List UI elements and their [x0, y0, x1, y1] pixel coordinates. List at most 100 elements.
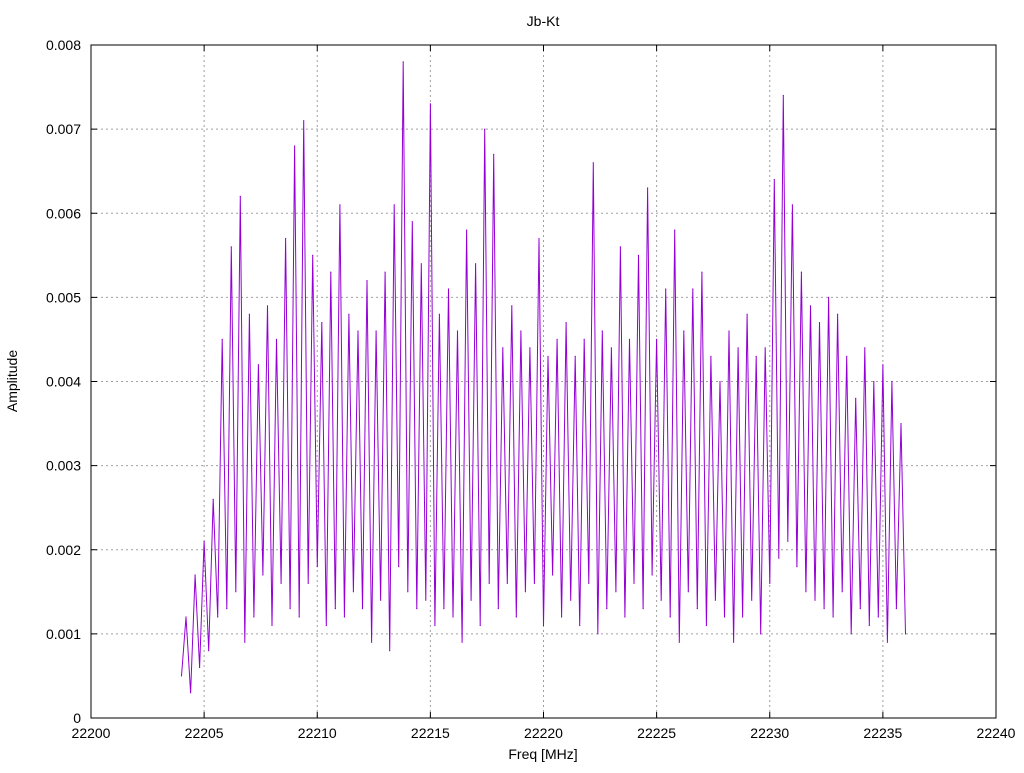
data-point: [787, 540, 789, 542]
data-point: [244, 641, 246, 643]
chart-title: Jb-Kt: [527, 13, 560, 29]
data-point: [642, 608, 644, 610]
data-point: [592, 162, 594, 164]
data-point: [828, 296, 830, 298]
data-point: [637, 254, 640, 256]
data-point: [583, 338, 585, 340]
x-tick-label: 22230: [750, 725, 789, 741]
data-point: [185, 616, 187, 618]
data-point: [452, 616, 454, 618]
data-point: [538, 237, 540, 240]
data-point: [565, 322, 567, 324]
data-point: [321, 322, 323, 324]
data-point: [493, 153, 495, 155]
data-point: [832, 616, 834, 618]
data-point: [298, 616, 300, 618]
data-point: [416, 608, 418, 610]
data-point: [904, 633, 907, 635]
data-point: [466, 229, 468, 231]
data-point: [380, 599, 382, 601]
data-point: [891, 380, 893, 383]
data-point: [900, 423, 902, 425]
data-point: [886, 641, 889, 643]
data-point: [456, 330, 459, 332]
data-point: [773, 179, 775, 181]
y-tick-labels: 0 0.001 0.002 0.003 0.004 0.005 0.006 0.007 0.00…: [46, 37, 81, 726]
data-point: [443, 608, 445, 610]
data-point: [651, 574, 653, 576]
data-point: [239, 195, 241, 197]
data-point: [411, 221, 413, 223]
data-point: [714, 599, 717, 601]
data-point: [407, 591, 409, 593]
data-point: [846, 355, 848, 357]
data-point: [257, 364, 259, 366]
data-point: [357, 330, 359, 332]
data-point: [203, 540, 205, 542]
data-point: [398, 566, 400, 568]
data-point: [226, 608, 228, 610]
data-point: [425, 599, 427, 601]
data-point: [348, 313, 350, 315]
data-point: [805, 591, 807, 593]
data-point: [723, 616, 726, 618]
data-point: [294, 145, 296, 147]
data-point: [275, 338, 278, 340]
data-point: [366, 280, 368, 282]
data-point: [864, 347, 866, 349]
data-point: [823, 608, 825, 610]
data-point: [447, 288, 450, 290]
data-point: [683, 330, 685, 332]
data-point: [221, 338, 223, 340]
data-point: [438, 313, 440, 315]
x-tick-label: 22215: [411, 725, 450, 741]
data-point: [316, 566, 318, 568]
y-tick-label: 0: [73, 710, 81, 726]
data-point: [855, 397, 857, 399]
data-point: [529, 347, 531, 349]
data-point: [334, 608, 336, 610]
data-point: [547, 355, 549, 357]
data-point: [429, 103, 431, 105]
data-point: [742, 616, 744, 618]
data-point: [271, 624, 273, 627]
data-point: [574, 355, 576, 357]
series-layer: [180, 61, 907, 694]
data-point: [841, 591, 843, 593]
data-point: [588, 582, 590, 585]
data-point: [371, 641, 373, 643]
data-point: [877, 616, 879, 618]
data-point: [814, 599, 816, 601]
data-point: [597, 633, 599, 635]
data-point: [389, 650, 391, 652]
data-point: [307, 582, 309, 585]
data-point: [461, 641, 463, 643]
x-tick-label: 22205: [185, 725, 224, 741]
data-point: [619, 246, 622, 248]
data-point: [497, 608, 499, 610]
series-0: [180, 61, 907, 694]
data-point: [755, 355, 757, 357]
data-point: [733, 641, 735, 643]
data-point: [859, 608, 861, 610]
data-point: [615, 591, 617, 593]
data-point: [235, 591, 237, 593]
data-point: [837, 313, 839, 315]
y-tick-label: 0.007: [46, 121, 81, 137]
data-point: [479, 624, 481, 627]
data-point: [285, 237, 287, 240]
data-point: [796, 566, 798, 568]
data-point: [520, 330, 522, 332]
data-point: [361, 608, 364, 610]
data-point: [199, 666, 201, 669]
y-axis-title: Amplitude: [4, 350, 20, 412]
data-point: [339, 204, 341, 206]
data-point: [230, 246, 232, 248]
y-tick-label: 0.005: [46, 289, 81, 305]
data-point: [746, 313, 748, 315]
y-tick-label: 0.006: [46, 205, 81, 221]
x-axis-title: Freq [MHz]: [508, 746, 577, 762]
data-point: [325, 624, 327, 627]
data-point: [556, 338, 558, 340]
